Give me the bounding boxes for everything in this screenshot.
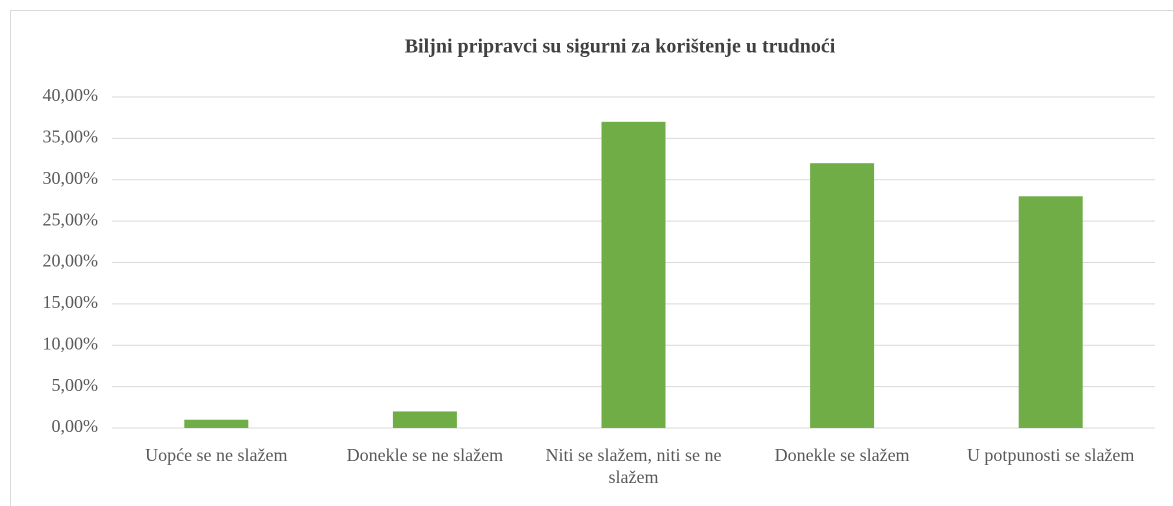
x-tick-label: U potpunosti se slažem [966, 445, 1135, 465]
bar [601, 121, 666, 428]
x-tick-label: Niti se slažem, niti se ne slažem [545, 445, 722, 487]
x-tick-label: Donekle se slažem [774, 445, 910, 465]
bar [810, 163, 875, 428]
chart-title: Biljni pripravci su sigurni za korištenj… [405, 36, 836, 58]
bar [392, 411, 457, 428]
y-tick-label: 30,00% [43, 168, 99, 188]
y-tick-label: 20,00% [43, 251, 99, 271]
x-tick-label: Uopće se ne slažem [145, 445, 288, 465]
y-tick-label: 10,00% [43, 333, 99, 353]
y-tick-label: 5,00% [52, 375, 99, 395]
y-tick-label: 0,00% [52, 416, 99, 436]
y-tick-label: 35,00% [43, 127, 99, 147]
y-tick-label: 40,00% [43, 85, 99, 105]
y-tick-label: 25,00% [43, 209, 99, 229]
chart-frame [10, 10, 1173, 506]
bar [184, 419, 249, 428]
y-tick-label: 15,00% [43, 292, 99, 312]
bar [1018, 196, 1083, 428]
x-tick-label: Donekle se ne slažem [346, 445, 504, 465]
